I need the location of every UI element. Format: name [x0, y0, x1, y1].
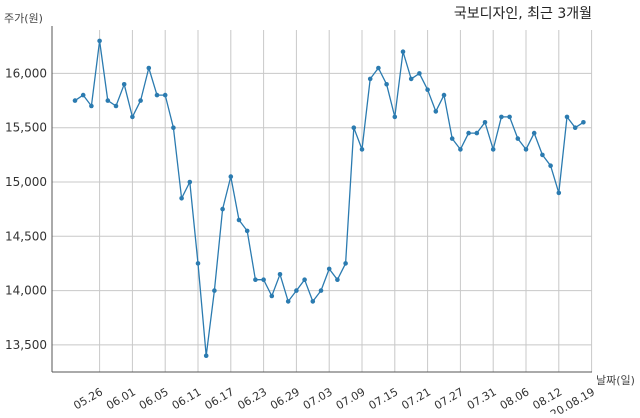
- data-point: [400, 49, 406, 54]
- x-tick-label: 06.01: [104, 385, 138, 412]
- data-point: [253, 277, 258, 283]
- data-point: [433, 109, 439, 114]
- data-point: [515, 136, 521, 141]
- y-axis-label: 주가(원): [4, 12, 43, 25]
- data-point: [162, 92, 168, 98]
- x-tick-label: 06.05: [137, 385, 171, 412]
- data-point: [277, 272, 283, 277]
- data-point: [203, 353, 209, 359]
- data-point: [72, 98, 78, 103]
- x-tick-label: 07.03: [301, 385, 335, 412]
- gridlines: [52, 30, 593, 372]
- data-point: [367, 76, 373, 82]
- data-point: [335, 277, 340, 283]
- data-point: [121, 82, 127, 87]
- data-point: [581, 120, 586, 125]
- x-tick-label: 08.06: [498, 385, 532, 412]
- data-point: [310, 299, 316, 304]
- data-point: [318, 288, 324, 293]
- data-point: [408, 76, 414, 82]
- data-point: [261, 277, 266, 283]
- x-tick-label: 06.23: [235, 385, 269, 412]
- chart-title: 국보디자인, 최근 3개월: [454, 6, 592, 22]
- price-series: [72, 38, 586, 359]
- data-point: [285, 299, 291, 304]
- data-point: [425, 87, 430, 92]
- x-tick-label: 07.27: [432, 385, 466, 412]
- x-tick-label: 06.29: [268, 385, 302, 412]
- x-tick-label: 05.26: [71, 385, 105, 412]
- data-point: [376, 65, 381, 71]
- data-point: [507, 114, 512, 120]
- data-point: [523, 147, 529, 152]
- data-point: [294, 288, 299, 293]
- x-tick-label: 07.09: [334, 385, 368, 412]
- data-point: [130, 114, 135, 120]
- data-point: [269, 293, 275, 299]
- x-tick-label: 06.17: [203, 385, 237, 412]
- y-tick-label: 15,500: [5, 121, 47, 135]
- data-point: [236, 217, 242, 223]
- data-point: [89, 103, 94, 109]
- data-point: [531, 130, 537, 136]
- data-point: [105, 98, 111, 103]
- data-point: [392, 114, 398, 120]
- data-point: [490, 147, 496, 152]
- y-tick-label: 13,500: [5, 338, 47, 352]
- data-point: [244, 228, 250, 234]
- data-point: [474, 130, 480, 136]
- data-point: [179, 196, 184, 201]
- data-point: [556, 190, 562, 196]
- data-point: [499, 114, 504, 120]
- data-point: [154, 92, 160, 98]
- data-point: [146, 65, 152, 71]
- data-point: [195, 261, 201, 266]
- x-axis-label: 날짜(일): [596, 373, 635, 387]
- data-point: [441, 92, 447, 98]
- data-point: [458, 147, 463, 152]
- data-point: [417, 71, 422, 76]
- data-point: [113, 103, 119, 109]
- x-tick-label: 06.11: [170, 385, 204, 412]
- data-point: [351, 125, 357, 130]
- data-point: [548, 163, 553, 168]
- data-point: [466, 130, 471, 136]
- data-point: [326, 266, 332, 272]
- axes: [51, 26, 592, 373]
- data-point: [540, 152, 545, 158]
- data-point: [228, 174, 234, 179]
- y-tick-label: 14,000: [5, 284, 47, 298]
- y-tick-label: 15,000: [5, 175, 47, 189]
- data-point: [359, 147, 365, 152]
- data-point: [212, 288, 217, 293]
- data-point: [343, 261, 348, 266]
- data-point: [220, 206, 225, 212]
- y-tick-label: 16,000: [5, 66, 47, 80]
- data-point: [482, 120, 488, 125]
- data-point: [138, 98, 143, 103]
- data-point: [302, 277, 307, 283]
- data-point: [80, 92, 86, 98]
- x-tick-label: 07.21: [399, 385, 433, 412]
- y-tick-label: 14,500: [5, 229, 47, 243]
- data-point: [171, 125, 176, 130]
- data-point: [449, 136, 455, 141]
- data-point: [572, 125, 578, 130]
- data-point: [187, 179, 193, 185]
- x-tick-label: 07.15: [367, 385, 401, 412]
- x-tick-label: 07.31: [465, 385, 499, 412]
- data-point: [97, 38, 102, 44]
- data-point: [384, 82, 389, 87]
- data-point: [564, 114, 570, 120]
